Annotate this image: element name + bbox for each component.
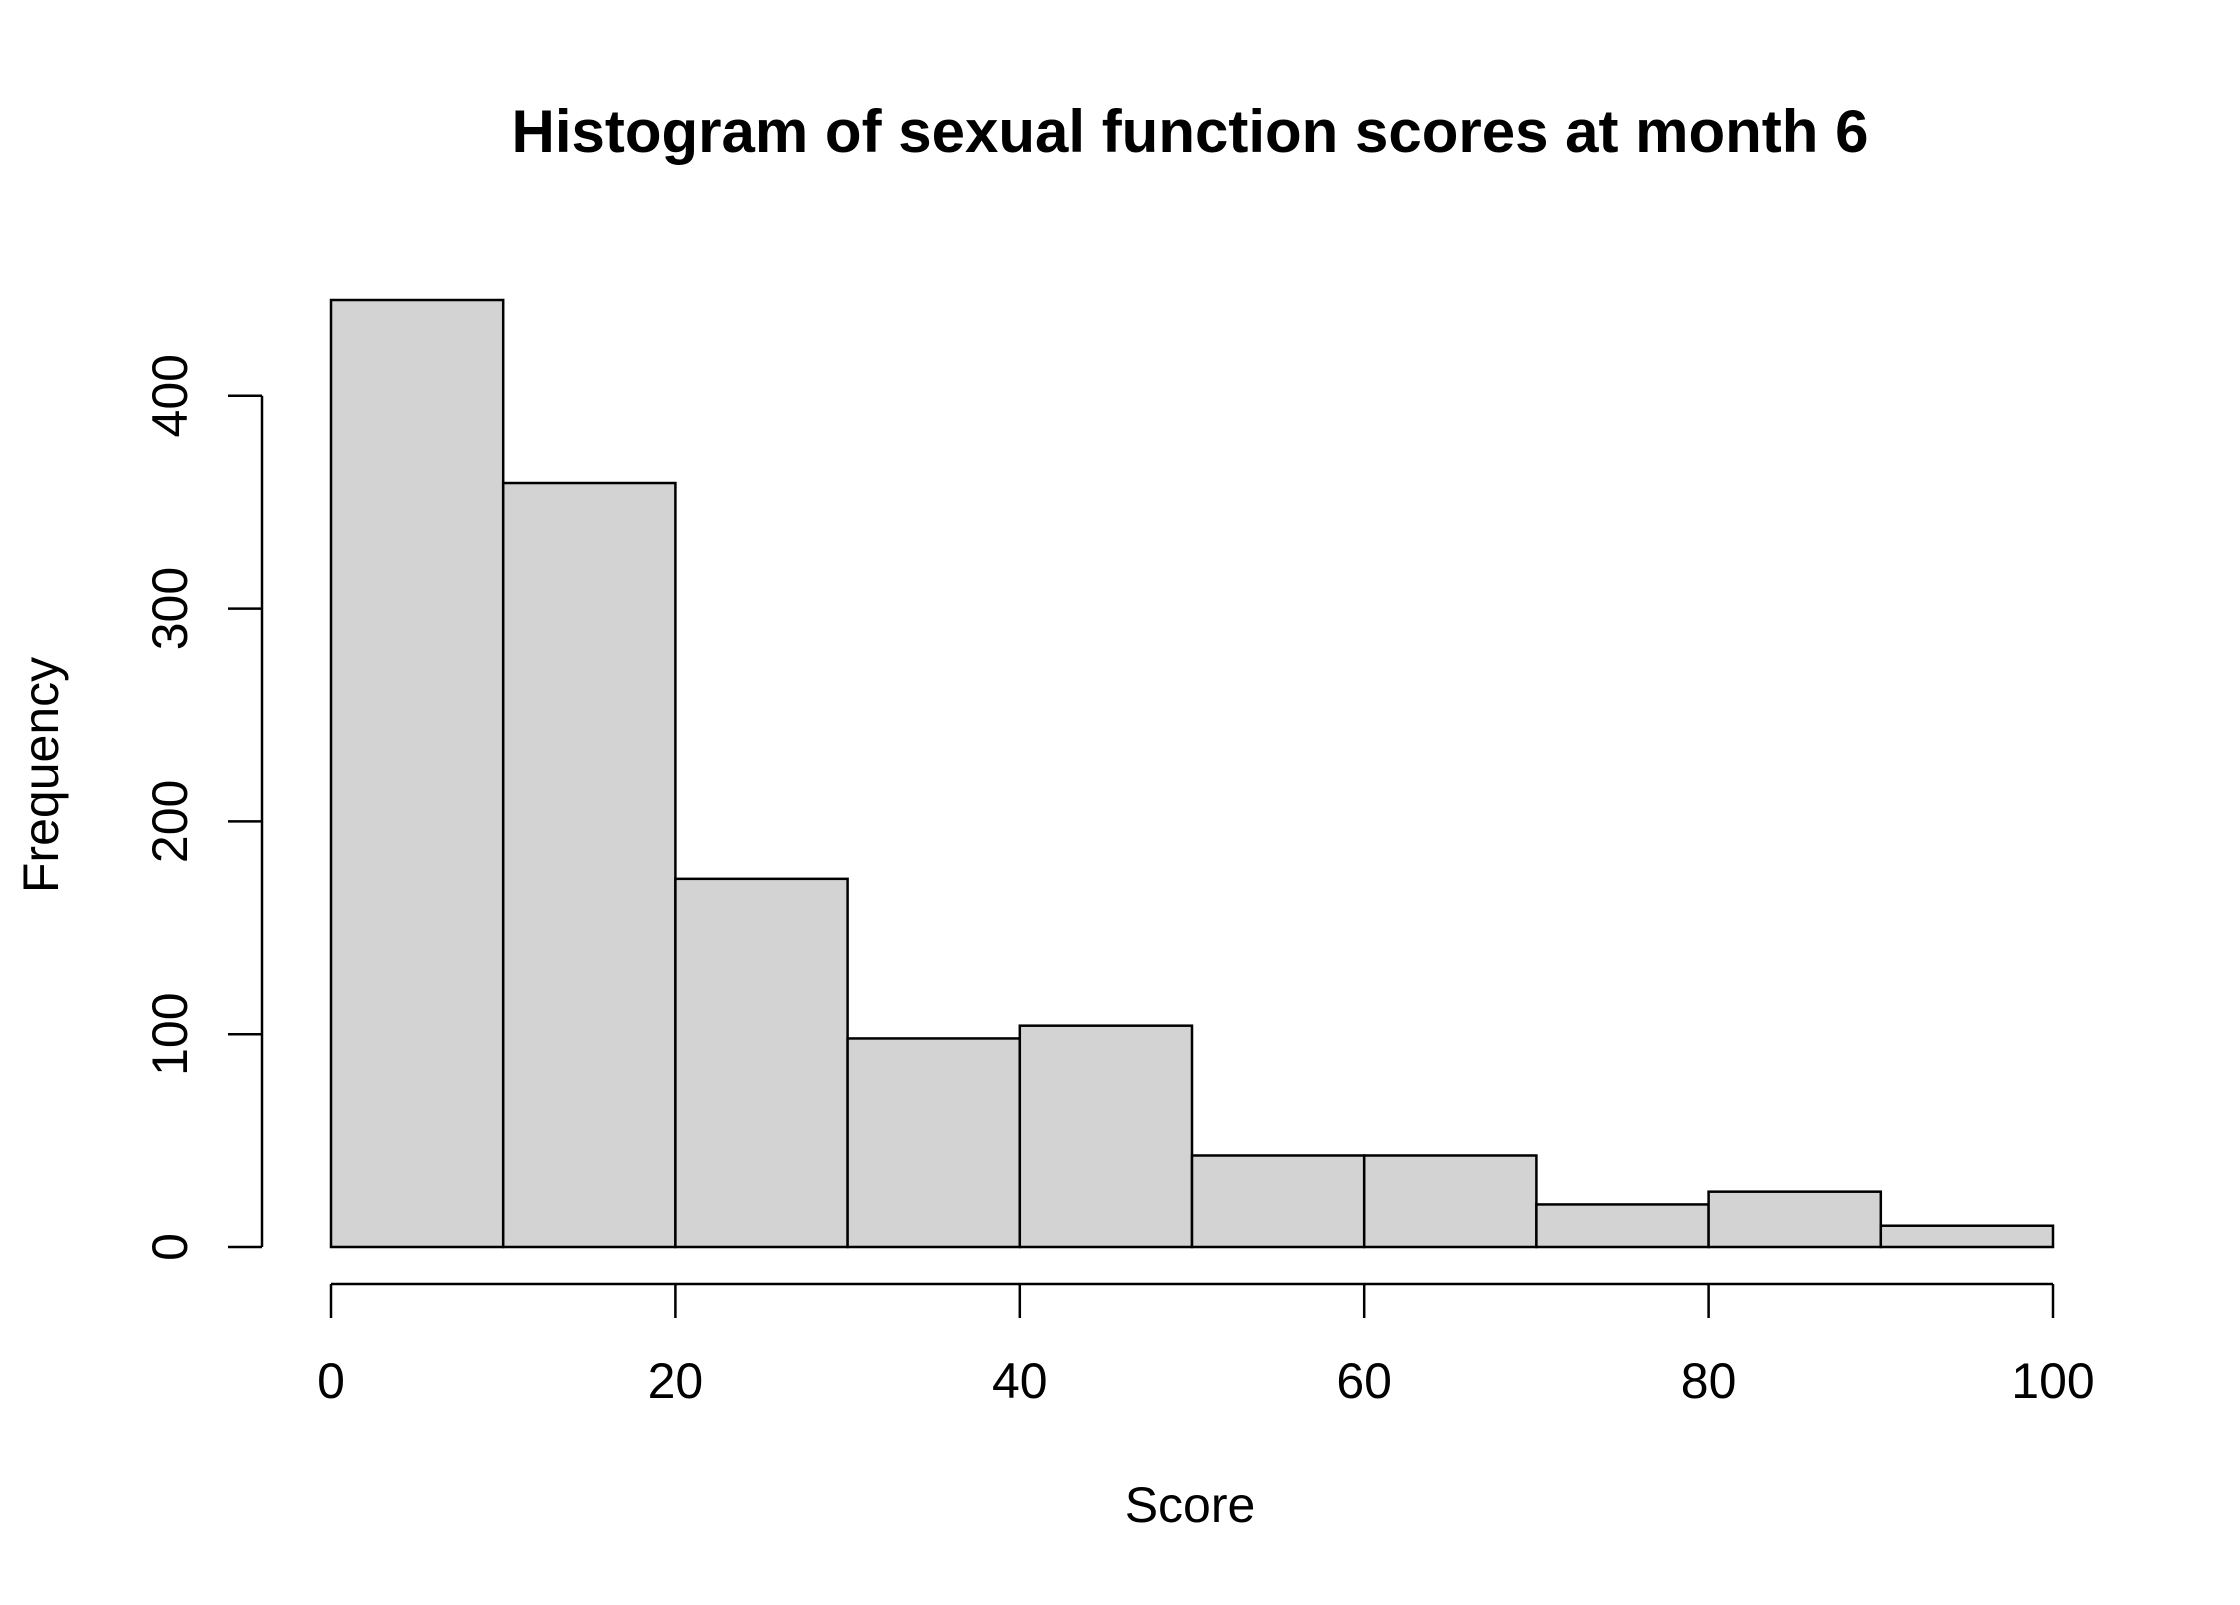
histogram-bar-3: [674, 877, 849, 1249]
histogram-bar-9: [1707, 1190, 1883, 1249]
chart-title: Histogram of sexual function scores at m…: [512, 98, 1869, 165]
y-tick-label: 300: [142, 567, 198, 650]
y-axis-title: Frequency: [13, 657, 69, 893]
x-tick-label: 60: [1336, 1353, 1392, 1409]
histogram-bar-6: [1190, 1154, 1366, 1249]
histogram-bar-5: [1018, 1024, 1194, 1249]
histogram-bar-4: [846, 1037, 1022, 1249]
x-axis-title: Score: [1125, 1477, 1256, 1533]
x-tick-label: 20: [648, 1353, 704, 1409]
histogram-bar-8: [1535, 1203, 1710, 1249]
y-axis: 0 100 200 300 400: [142, 354, 264, 1261]
x-tick-label: 0: [317, 1353, 345, 1409]
histogram-bar-7: [1362, 1154, 1538, 1249]
x-axis: 0 20 40 60 80 100: [317, 1282, 2095, 1409]
x-tick-label: 100: [2011, 1353, 2094, 1409]
histogram-bar-10: [1879, 1224, 2055, 1249]
y-tick-label: 400: [142, 354, 198, 437]
x-tick-label: 80: [1681, 1353, 1737, 1409]
histogram-bar-2: [501, 481, 677, 1249]
y-tick-label: 200: [142, 780, 198, 863]
histogram-bar-1: [329, 298, 505, 1249]
y-tick-label: 100: [142, 992, 198, 1075]
y-tick-label: 0: [142, 1233, 198, 1261]
x-tick-label: 40: [992, 1353, 1048, 1409]
bars-group: [329, 298, 2055, 1249]
